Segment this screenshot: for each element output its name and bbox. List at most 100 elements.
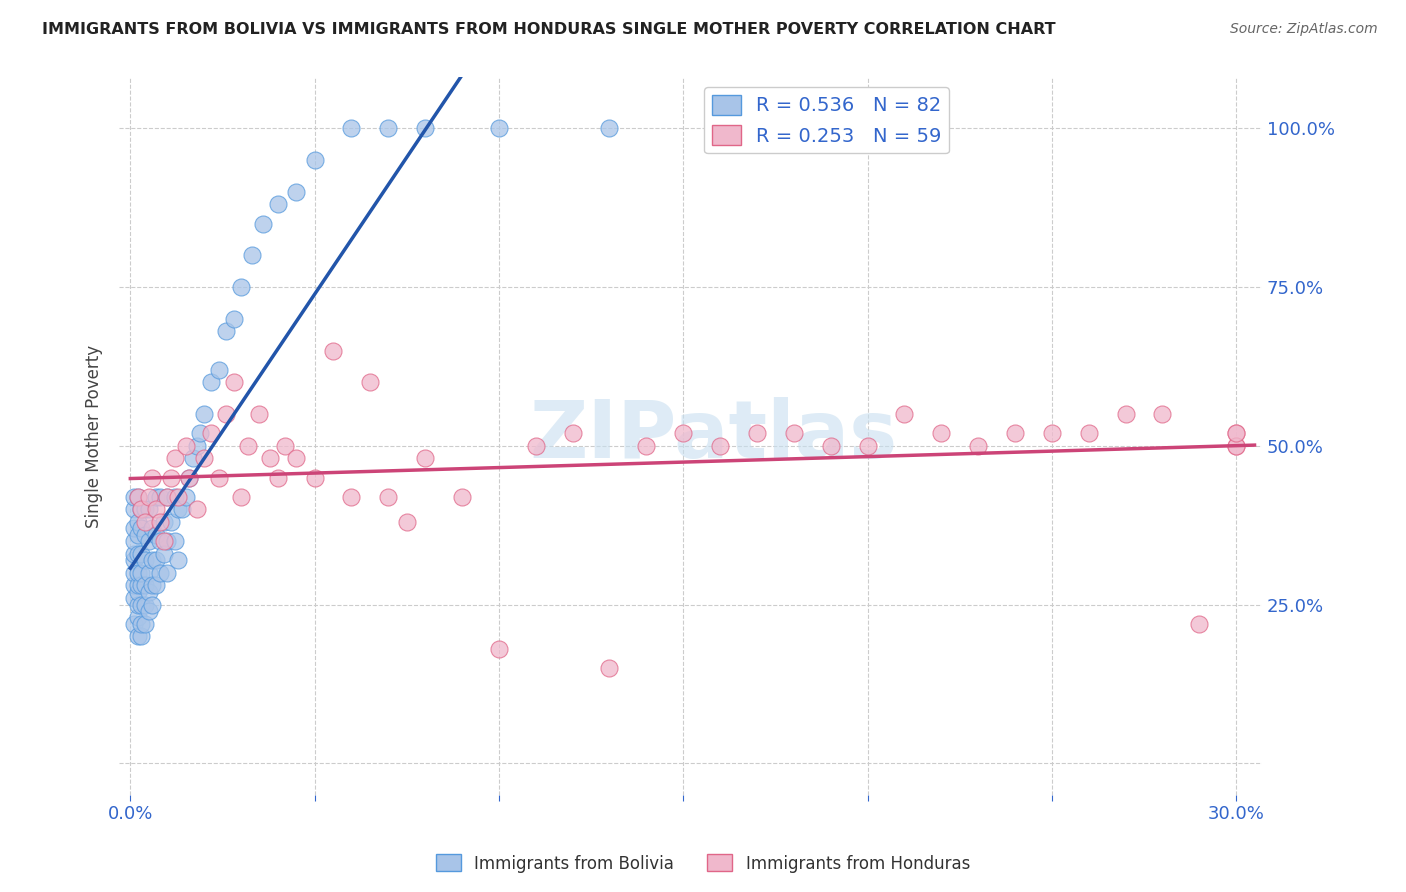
Point xyxy=(1225,426,1247,441)
Point xyxy=(395,515,418,529)
Point xyxy=(138,502,160,516)
Point xyxy=(967,439,990,453)
Point xyxy=(252,217,274,231)
Point xyxy=(131,566,153,580)
Point xyxy=(359,376,381,390)
Point xyxy=(413,451,436,466)
Point xyxy=(783,426,806,441)
Point xyxy=(138,490,160,504)
Point xyxy=(186,502,208,516)
Point xyxy=(167,502,190,516)
Point xyxy=(145,527,167,541)
Point xyxy=(145,578,167,592)
Point xyxy=(152,547,174,561)
Point xyxy=(267,197,290,211)
Point xyxy=(240,248,263,262)
Point xyxy=(340,121,363,136)
Point xyxy=(131,616,153,631)
Point xyxy=(156,534,179,549)
Point xyxy=(238,439,260,453)
Point xyxy=(134,553,156,567)
Point xyxy=(145,490,167,504)
Point xyxy=(322,343,344,358)
Point xyxy=(451,490,474,504)
Point xyxy=(208,470,231,484)
Point xyxy=(208,362,231,376)
Point xyxy=(222,376,245,390)
Point xyxy=(122,566,145,580)
Point xyxy=(215,325,238,339)
Point xyxy=(186,439,208,453)
Point xyxy=(127,585,149,599)
Point xyxy=(1040,426,1063,441)
Point xyxy=(149,490,172,504)
Point xyxy=(285,451,308,466)
Point xyxy=(259,451,281,466)
Point xyxy=(122,578,145,592)
Point xyxy=(179,470,201,484)
Point xyxy=(304,470,326,484)
Point xyxy=(1004,426,1026,441)
Point xyxy=(152,534,174,549)
Point xyxy=(141,598,163,612)
Point xyxy=(127,578,149,592)
Point xyxy=(149,515,172,529)
Point xyxy=(122,521,145,535)
Point xyxy=(134,598,156,612)
Point xyxy=(131,521,153,535)
Point xyxy=(820,439,842,453)
Point xyxy=(893,407,915,421)
Point xyxy=(247,407,270,421)
Point xyxy=(174,490,197,504)
Point xyxy=(127,610,149,624)
Point xyxy=(524,439,547,453)
Point xyxy=(141,521,163,535)
Point xyxy=(304,153,326,167)
Point xyxy=(127,629,149,643)
Point xyxy=(131,578,153,592)
Point xyxy=(1225,439,1247,453)
Point xyxy=(215,407,238,421)
Point xyxy=(127,490,149,504)
Point xyxy=(138,534,160,549)
Point xyxy=(122,502,145,516)
Point xyxy=(856,439,879,453)
Point xyxy=(929,426,952,441)
Point xyxy=(152,515,174,529)
Point xyxy=(167,490,190,504)
Point xyxy=(122,553,145,567)
Point xyxy=(1225,439,1247,453)
Point xyxy=(170,502,193,516)
Point xyxy=(488,642,510,657)
Point xyxy=(122,616,145,631)
Point xyxy=(598,661,620,675)
Point xyxy=(167,553,190,567)
Point xyxy=(127,598,149,612)
Point xyxy=(179,470,201,484)
Point xyxy=(156,566,179,580)
Point xyxy=(1115,407,1137,421)
Point xyxy=(131,502,153,516)
Point xyxy=(200,426,222,441)
Point xyxy=(413,121,436,136)
Point xyxy=(267,470,290,484)
Point xyxy=(127,547,149,561)
Point xyxy=(163,451,186,466)
Point xyxy=(745,426,768,441)
Point xyxy=(138,566,160,580)
Y-axis label: Single Mother Poverty: Single Mother Poverty xyxy=(86,344,103,528)
Point xyxy=(156,490,179,504)
Legend: Immigrants from Bolivia, Immigrants from Honduras: Immigrants from Bolivia, Immigrants from… xyxy=(429,847,977,880)
Point xyxy=(174,439,197,453)
Point xyxy=(377,121,399,136)
Point xyxy=(127,515,149,529)
Point xyxy=(160,470,183,484)
Text: IMMIGRANTS FROM BOLIVIA VS IMMIGRANTS FROM HONDURAS SINGLE MOTHER POVERTY CORREL: IMMIGRANTS FROM BOLIVIA VS IMMIGRANTS FR… xyxy=(42,22,1056,37)
Point xyxy=(181,451,204,466)
Legend: R = 0.536   N = 82, R = 0.253   N = 59: R = 0.536 N = 82, R = 0.253 N = 59 xyxy=(704,87,949,153)
Point xyxy=(149,534,172,549)
Point xyxy=(127,490,149,504)
Point xyxy=(229,490,252,504)
Point xyxy=(131,598,153,612)
Point xyxy=(131,502,153,516)
